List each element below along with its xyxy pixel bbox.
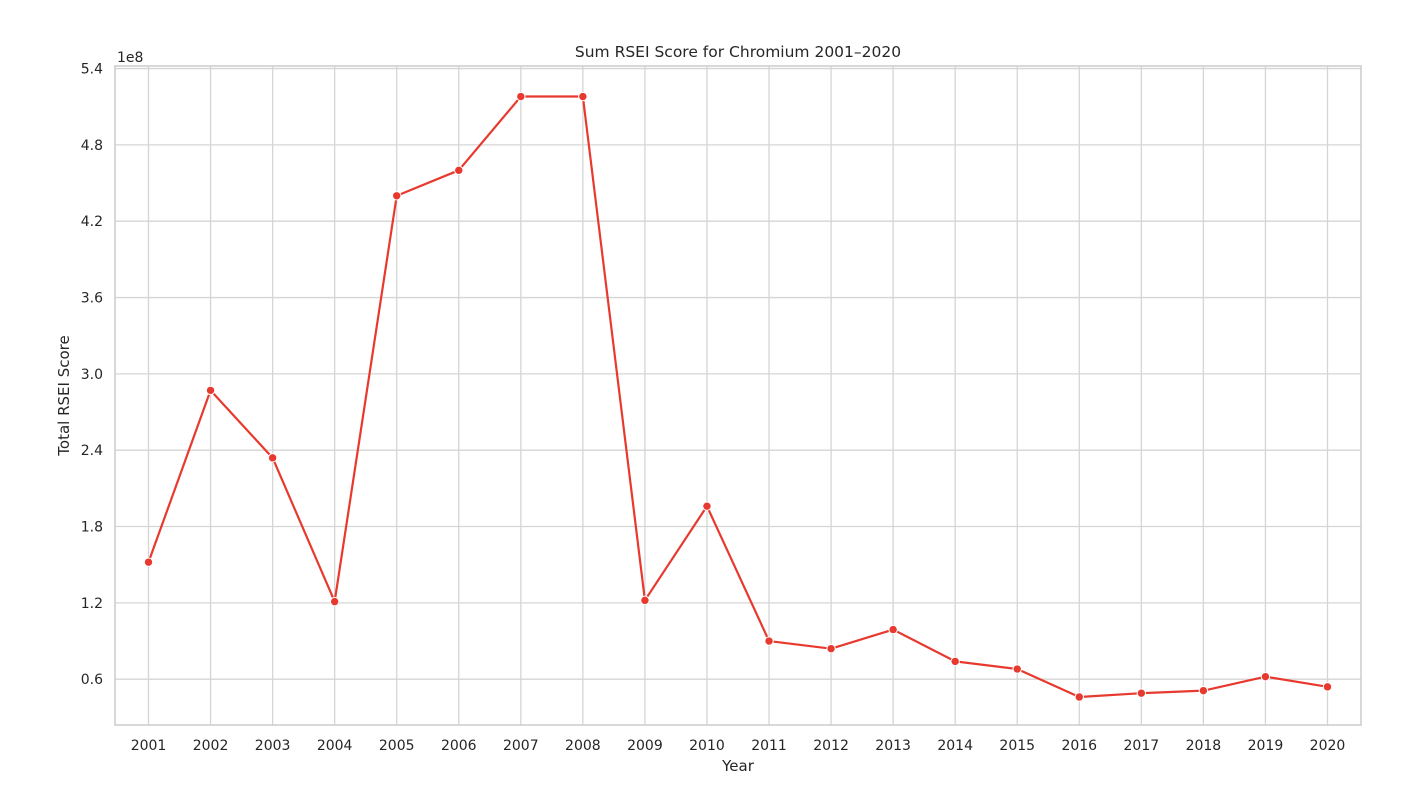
x-tick-label: 2018 [1186,738,1222,754]
data-point [267,453,278,463]
x-tick-label: 2006 [441,738,477,754]
series-layer [143,91,1333,702]
x-tick-label: 2004 [317,738,353,754]
data-point [1198,685,1209,696]
data-point [1260,671,1271,682]
data-point [392,191,402,201]
x-tick-label: 2009 [627,738,663,754]
y-tick-label: 2.4 [81,443,103,459]
series-line [147,95,1328,699]
x-tick-label: 2019 [1248,738,1284,754]
x-tick-label: 2016 [1061,738,1097,754]
y-tick-label: 4.8 [81,138,103,154]
data-point [1012,664,1022,674]
y-axis-offset-text: 1e8 [117,50,143,66]
data-point [1136,688,1147,698]
y-tick-label: 0.6 [81,672,103,688]
x-tick-label: 2017 [1124,738,1160,754]
data-point [329,596,340,607]
data-point [205,385,216,396]
data-point [578,91,588,102]
data-point [826,643,836,654]
x-axis-label: Year [721,757,755,775]
data-point [454,165,464,176]
x-tick-label: 2020 [1310,738,1346,754]
data-point [950,656,960,667]
data-point [764,636,774,646]
data-point [143,557,154,567]
data-point [516,91,526,102]
y-axis-ticks: 0.6 1.2 1.8 2.4 3.0 3.6 4.2 4.8 5.4 [81,62,103,689]
x-tick-label: 2007 [503,738,539,754]
grid [115,66,1361,725]
plot-frame [114,65,1362,726]
data-point [1322,682,1333,692]
x-tick-label: 2015 [999,738,1035,754]
x-tick-label: 2012 [813,738,849,754]
y-tick-label: 1.8 [81,520,103,536]
x-axis-ticks: 2001 2002 2003 2004 2005 2006 2007 2008 2009 2010… [131,738,1346,754]
y-tick-label: 3.0 [81,367,103,383]
y-tick-label: 1.2 [81,596,103,612]
data-point [888,624,898,635]
x-tick-label: 2002 [193,738,229,754]
x-tick-label: 2013 [875,738,911,754]
x-tick-label: 2011 [751,738,787,754]
x-tick-label: 2001 [131,738,167,754]
data-point [702,501,712,511]
x-tick-label: 2003 [255,738,291,754]
y-axis-label: Total RSEI Score [55,335,73,456]
y-tick-label: 3.6 [81,291,103,307]
y-tick-label: 5.4 [81,62,103,78]
data-point [1074,692,1084,702]
chart-title: Sum RSEI Score for Chromium 2001–2020 [575,43,901,61]
x-tick-label: 2010 [689,738,725,754]
y-tick-label: 4.2 [81,214,103,230]
x-tick-label: 2008 [565,738,601,754]
x-tick-label: 2014 [937,738,973,754]
data-point [640,595,650,606]
x-tick-label: 2005 [379,738,415,754]
